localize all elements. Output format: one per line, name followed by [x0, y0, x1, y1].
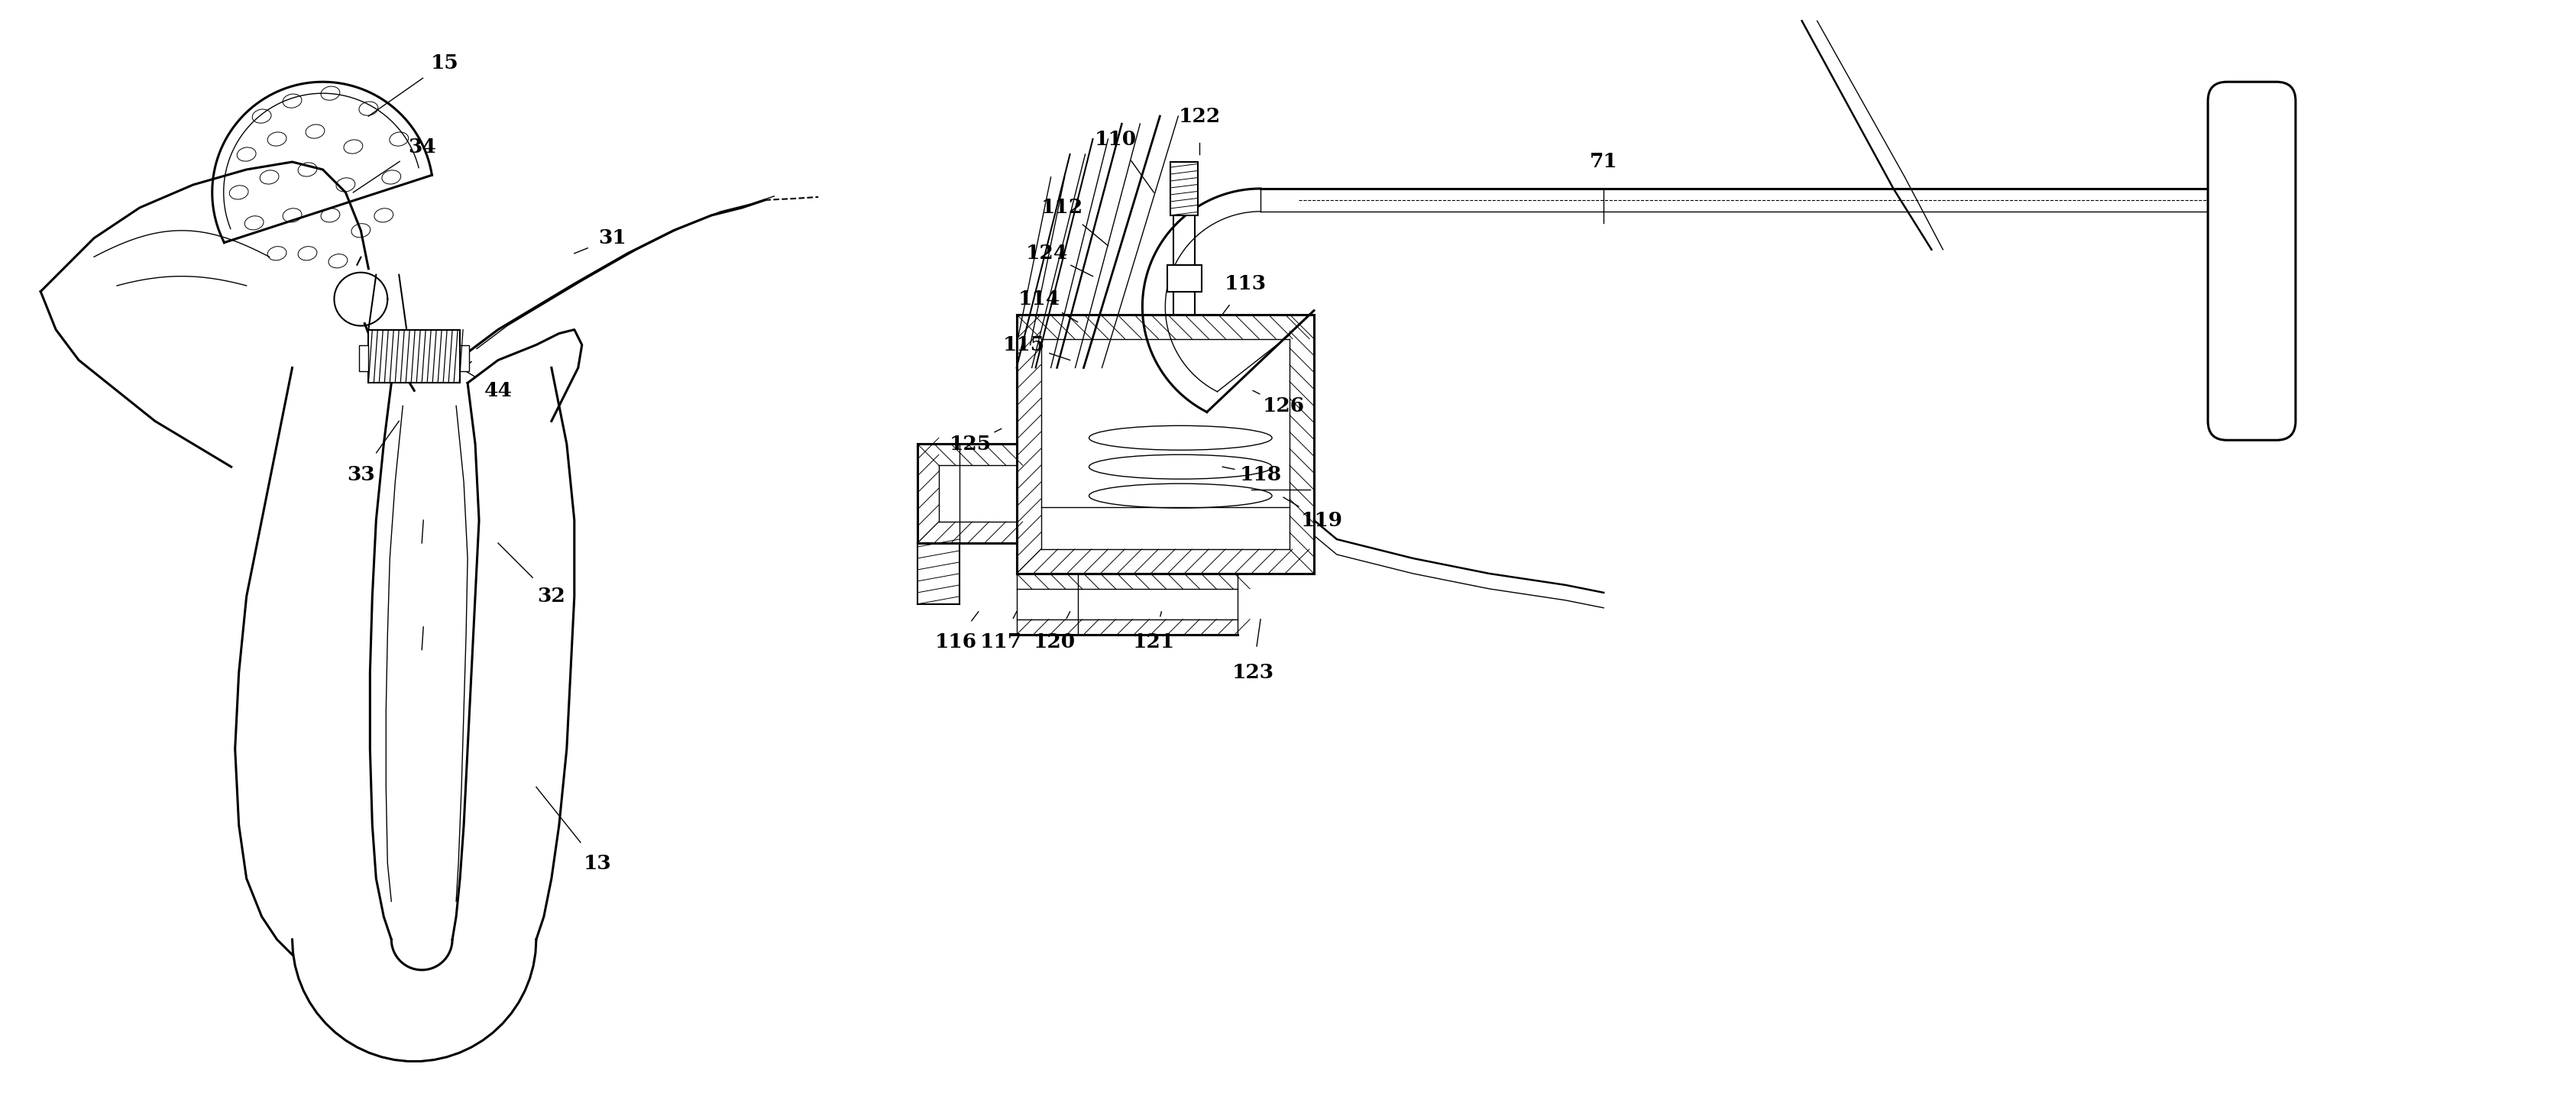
Text: 113: 113	[1224, 274, 1267, 293]
Text: 15: 15	[430, 54, 459, 72]
Text: 120: 120	[1033, 633, 1077, 651]
Text: 44: 44	[484, 381, 513, 400]
Text: 33: 33	[348, 465, 376, 484]
Text: 121: 121	[1133, 633, 1175, 651]
Text: 114: 114	[1018, 290, 1061, 308]
Text: 32: 32	[538, 587, 567, 606]
Text: 117: 117	[981, 633, 1023, 651]
Text: 34: 34	[407, 137, 435, 156]
Text: 125: 125	[951, 434, 992, 454]
Bar	[1170, 162, 1198, 215]
Text: 116: 116	[935, 633, 976, 651]
Text: 112: 112	[1041, 198, 1084, 218]
Text: 71: 71	[1589, 152, 1618, 172]
Bar	[358, 345, 368, 372]
Text: 118: 118	[1239, 465, 1283, 484]
Bar	[368, 330, 461, 383]
Text: 123: 123	[1231, 663, 1275, 682]
Bar	[461, 345, 469, 372]
Text: 31: 31	[598, 228, 626, 248]
Bar	[1167, 265, 1200, 292]
Text: 124: 124	[1025, 244, 1069, 263]
FancyBboxPatch shape	[2208, 82, 2295, 440]
Text: 122: 122	[1177, 107, 1221, 126]
Text: 126: 126	[1262, 397, 1303, 415]
Text: 110: 110	[1095, 129, 1136, 149]
Text: 13: 13	[582, 854, 611, 873]
Text: 119: 119	[1301, 510, 1342, 530]
Text: 115: 115	[1002, 336, 1046, 354]
